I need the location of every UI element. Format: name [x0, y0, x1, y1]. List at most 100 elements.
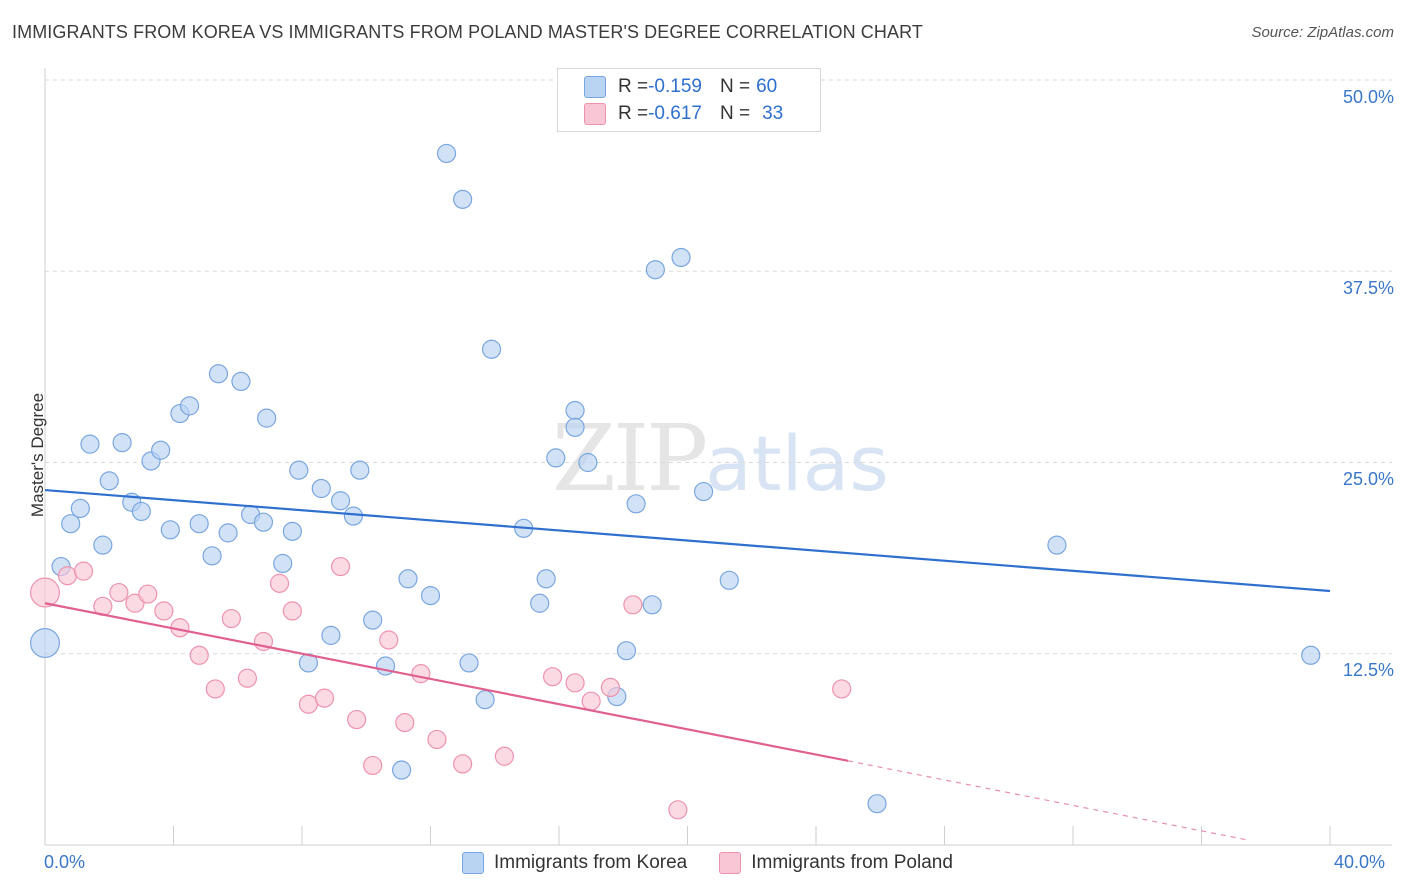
bottom-legend-swatch-poland [719, 852, 742, 874]
y-tick-label-37-5: 37.5% [1342, 278, 1394, 298]
poland-point [282, 601, 302, 621]
korea-point [151, 440, 171, 460]
korea-point [189, 514, 209, 534]
korea-point [626, 494, 646, 514]
bottom-legend-korea: Immigrants from Korea [462, 852, 687, 874]
legend-n-label: N = [719, 103, 751, 124]
korea-point [671, 247, 691, 268]
korea-point [231, 371, 251, 392]
poland-point [330, 556, 351, 577]
korea-point [1047, 535, 1067, 555]
legend-r-value-korea: -0.159 [648, 76, 702, 97]
korea-point [273, 553, 293, 574]
korea-point [93, 535, 113, 555]
korea-point [363, 610, 383, 630]
x-tick-label-min: 0.0% [44, 852, 86, 872]
korea-point [218, 523, 238, 543]
poland-point [427, 729, 447, 750]
poland-point [189, 645, 209, 665]
legend-row-korea: R = -0.159 N = 60 [584, 75, 777, 99]
poland-point [269, 573, 290, 593]
poland-point [154, 601, 174, 621]
poland-point [30, 577, 60, 608]
korea-point [693, 481, 714, 502]
poland-point [363, 755, 383, 776]
korea-point [867, 794, 887, 814]
poland-point [542, 667, 563, 687]
watermark: ZIPatlas [552, 405, 889, 512]
legend-n-value-poland: 33 [762, 103, 784, 124]
korea-point [257, 408, 277, 428]
poland-point [221, 608, 241, 629]
poland-point [205, 679, 225, 699]
poland-point [600, 677, 621, 698]
y-axis-label: Master's Degree [28, 392, 47, 518]
korea-point [99, 471, 119, 491]
legend-swatch-korea [584, 76, 606, 98]
x-tick-label-max: 40.0% [1334, 852, 1386, 872]
poland-point [623, 595, 643, 615]
korea-point [645, 260, 665, 280]
korea-point [453, 189, 473, 209]
poland-point [314, 688, 335, 708]
poland-trend-line [44, 602, 849, 762]
korea-point [475, 690, 495, 710]
bottom-legend-label-korea: Immigrants from Korea [494, 852, 688, 873]
y-tick-label-12-5: 12.5% [1342, 660, 1394, 680]
korea-point [546, 448, 566, 468]
watermark-atlas: atlas [705, 419, 889, 508]
korea-point [350, 460, 370, 480]
korea-point [1301, 645, 1321, 665]
y-tick-label-50: 50.0% [1342, 87, 1394, 107]
poland-point [581, 691, 601, 711]
korea-trend-line [44, 488, 1331, 593]
korea-point [642, 595, 662, 615]
korea-point [391, 760, 412, 780]
bottom-legend: Immigrants from Korea Immigrants from Po… [462, 852, 985, 874]
poland-trend-extension [848, 760, 1250, 841]
bottom-legend-swatch-korea [462, 852, 484, 874]
korea-point [289, 460, 309, 480]
korea-point [202, 546, 222, 566]
korea-point [330, 491, 351, 511]
source-label: Source: ZipAtlas.com [1251, 24, 1394, 41]
poland-point [298, 694, 319, 714]
poland-point [395, 712, 415, 733]
poland-point [57, 566, 78, 586]
poland-point [832, 679, 852, 699]
legend-r-label: R = [618, 76, 649, 97]
legend: R = -0.159 N = 60 R = -0.617 N = 33 [557, 68, 821, 132]
legend-n-value-korea: 60 [756, 76, 778, 97]
poland-point [494, 746, 514, 766]
poland-point [411, 664, 431, 684]
korea-point [311, 478, 331, 499]
korea-point [343, 506, 363, 526]
chart-title: IMMIGRANTS FROM KOREA VS IMMIGRANTS FROM… [12, 22, 923, 42]
poland-point [453, 754, 473, 774]
korea-point [616, 641, 637, 661]
korea-point [30, 628, 60, 659]
korea-point [719, 570, 739, 590]
korea-point [208, 364, 229, 384]
poland-point [668, 800, 688, 820]
korea-point [530, 593, 550, 613]
korea-point [536, 569, 556, 589]
bottom-legend-label-poland: Immigrants from Poland [751, 852, 953, 873]
korea-point [70, 498, 90, 518]
poland-points [30, 556, 852, 820]
korea-point [459, 653, 479, 673]
korea-point [398, 569, 418, 589]
korea-point [436, 143, 457, 164]
poland-point [109, 582, 129, 603]
poland-point [347, 709, 367, 730]
grid-lines [45, 79, 1392, 655]
poland-point [379, 630, 399, 650]
legend-row-poland: R = -0.617 N = 33 [584, 102, 783, 126]
korea-point [112, 433, 132, 453]
legend-n-label: N = [719, 76, 751, 97]
poland-point [73, 561, 94, 581]
korea-point [131, 501, 151, 522]
bottom-legend-poland: Immigrants from Poland [719, 852, 953, 874]
legend-r-value-poland: -0.617 [648, 103, 702, 124]
